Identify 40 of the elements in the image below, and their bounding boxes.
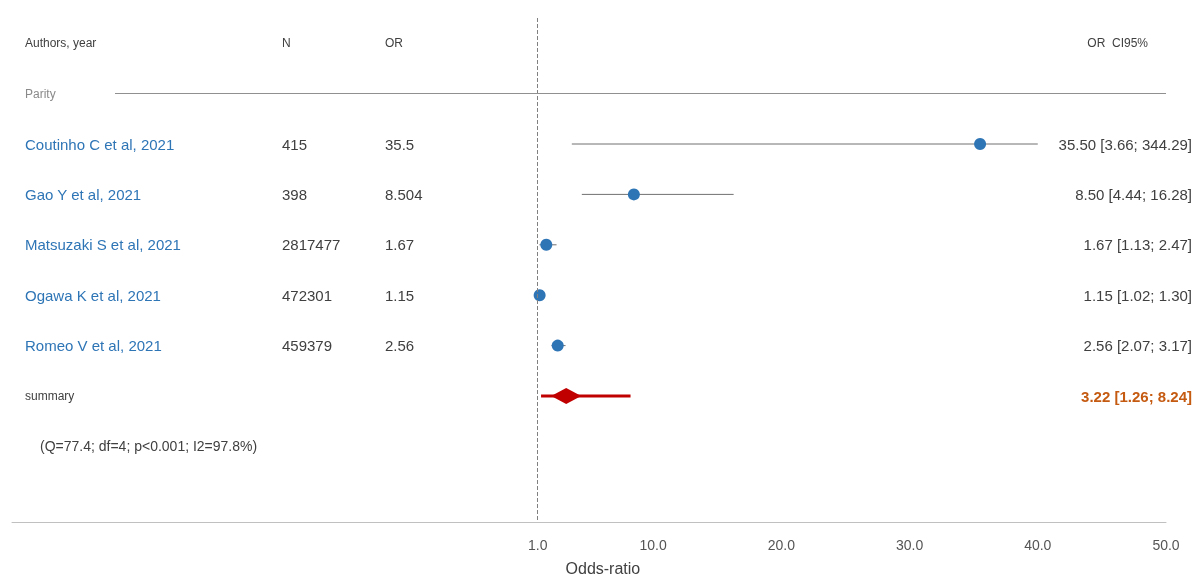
point [533, 289, 546, 302]
annotation: 398 [282, 185, 308, 203]
y-tick-label: Ogawa K et al, 2021 [25, 286, 161, 304]
annotation: 35.50 [3.66; 344.29] [1058, 135, 1192, 153]
annotation: 472301 [282, 286, 333, 304]
annotation: OR [385, 36, 404, 51]
point [540, 238, 553, 251]
y-tick-label: Gao Y et al, 2021 [25, 185, 142, 203]
annotation: 2.56 [385, 337, 415, 355]
x-axis-title: Odds-ratio [565, 559, 641, 577]
y-tick-label: Matsuzaki S et al, 2021 [25, 236, 181, 254]
annotation: 3.22 [1.26; 8.24] [1081, 387, 1192, 405]
annotation: 2817477 [282, 236, 341, 254]
annotation: 459379 [282, 337, 333, 355]
annotation: 415 [282, 135, 308, 153]
x-tick-label: 20.0 [767, 537, 796, 553]
annotation: 8.50 [4.44; 16.28] [1075, 185, 1192, 203]
annotation: 1.15 [385, 286, 415, 304]
annotation: 1.67 [385, 236, 415, 254]
annotation: 2.56 [2.07; 3.17] [1083, 337, 1192, 355]
y-tick-label: Coutinho C et al, 2021 [25, 135, 175, 153]
annotation: N [282, 36, 291, 51]
y-tick-label: summary [25, 389, 75, 403]
annotation: 1.15 [1.02; 1.30] [1083, 286, 1192, 304]
annotation: 8.504 [385, 185, 423, 203]
y-tick-label: Romeo V et al, 2021 [25, 337, 162, 355]
x-tick-label: 30.0 [895, 537, 924, 553]
annotation: OR CI95% [1087, 36, 1149, 51]
x-tick-label: 40.0 [1024, 537, 1052, 553]
point [551, 339, 564, 352]
point [627, 188, 640, 201]
x-tick-label: 50.0 [1152, 537, 1180, 553]
x-tick-label: 1.0 [527, 537, 548, 553]
x-tick-label: 10.0 [639, 537, 667, 553]
annotation: 35.5 [385, 135, 415, 153]
annotation: 1.67 [1.13; 2.47] [1083, 236, 1192, 254]
y-tick-label: Parity [25, 86, 56, 101]
annotation: (Q=77.4; df=4; p<0.001; I2=97.8%) [40, 438, 258, 455]
point [974, 138, 987, 150]
y-tick-label: Authors, year [25, 36, 97, 51]
